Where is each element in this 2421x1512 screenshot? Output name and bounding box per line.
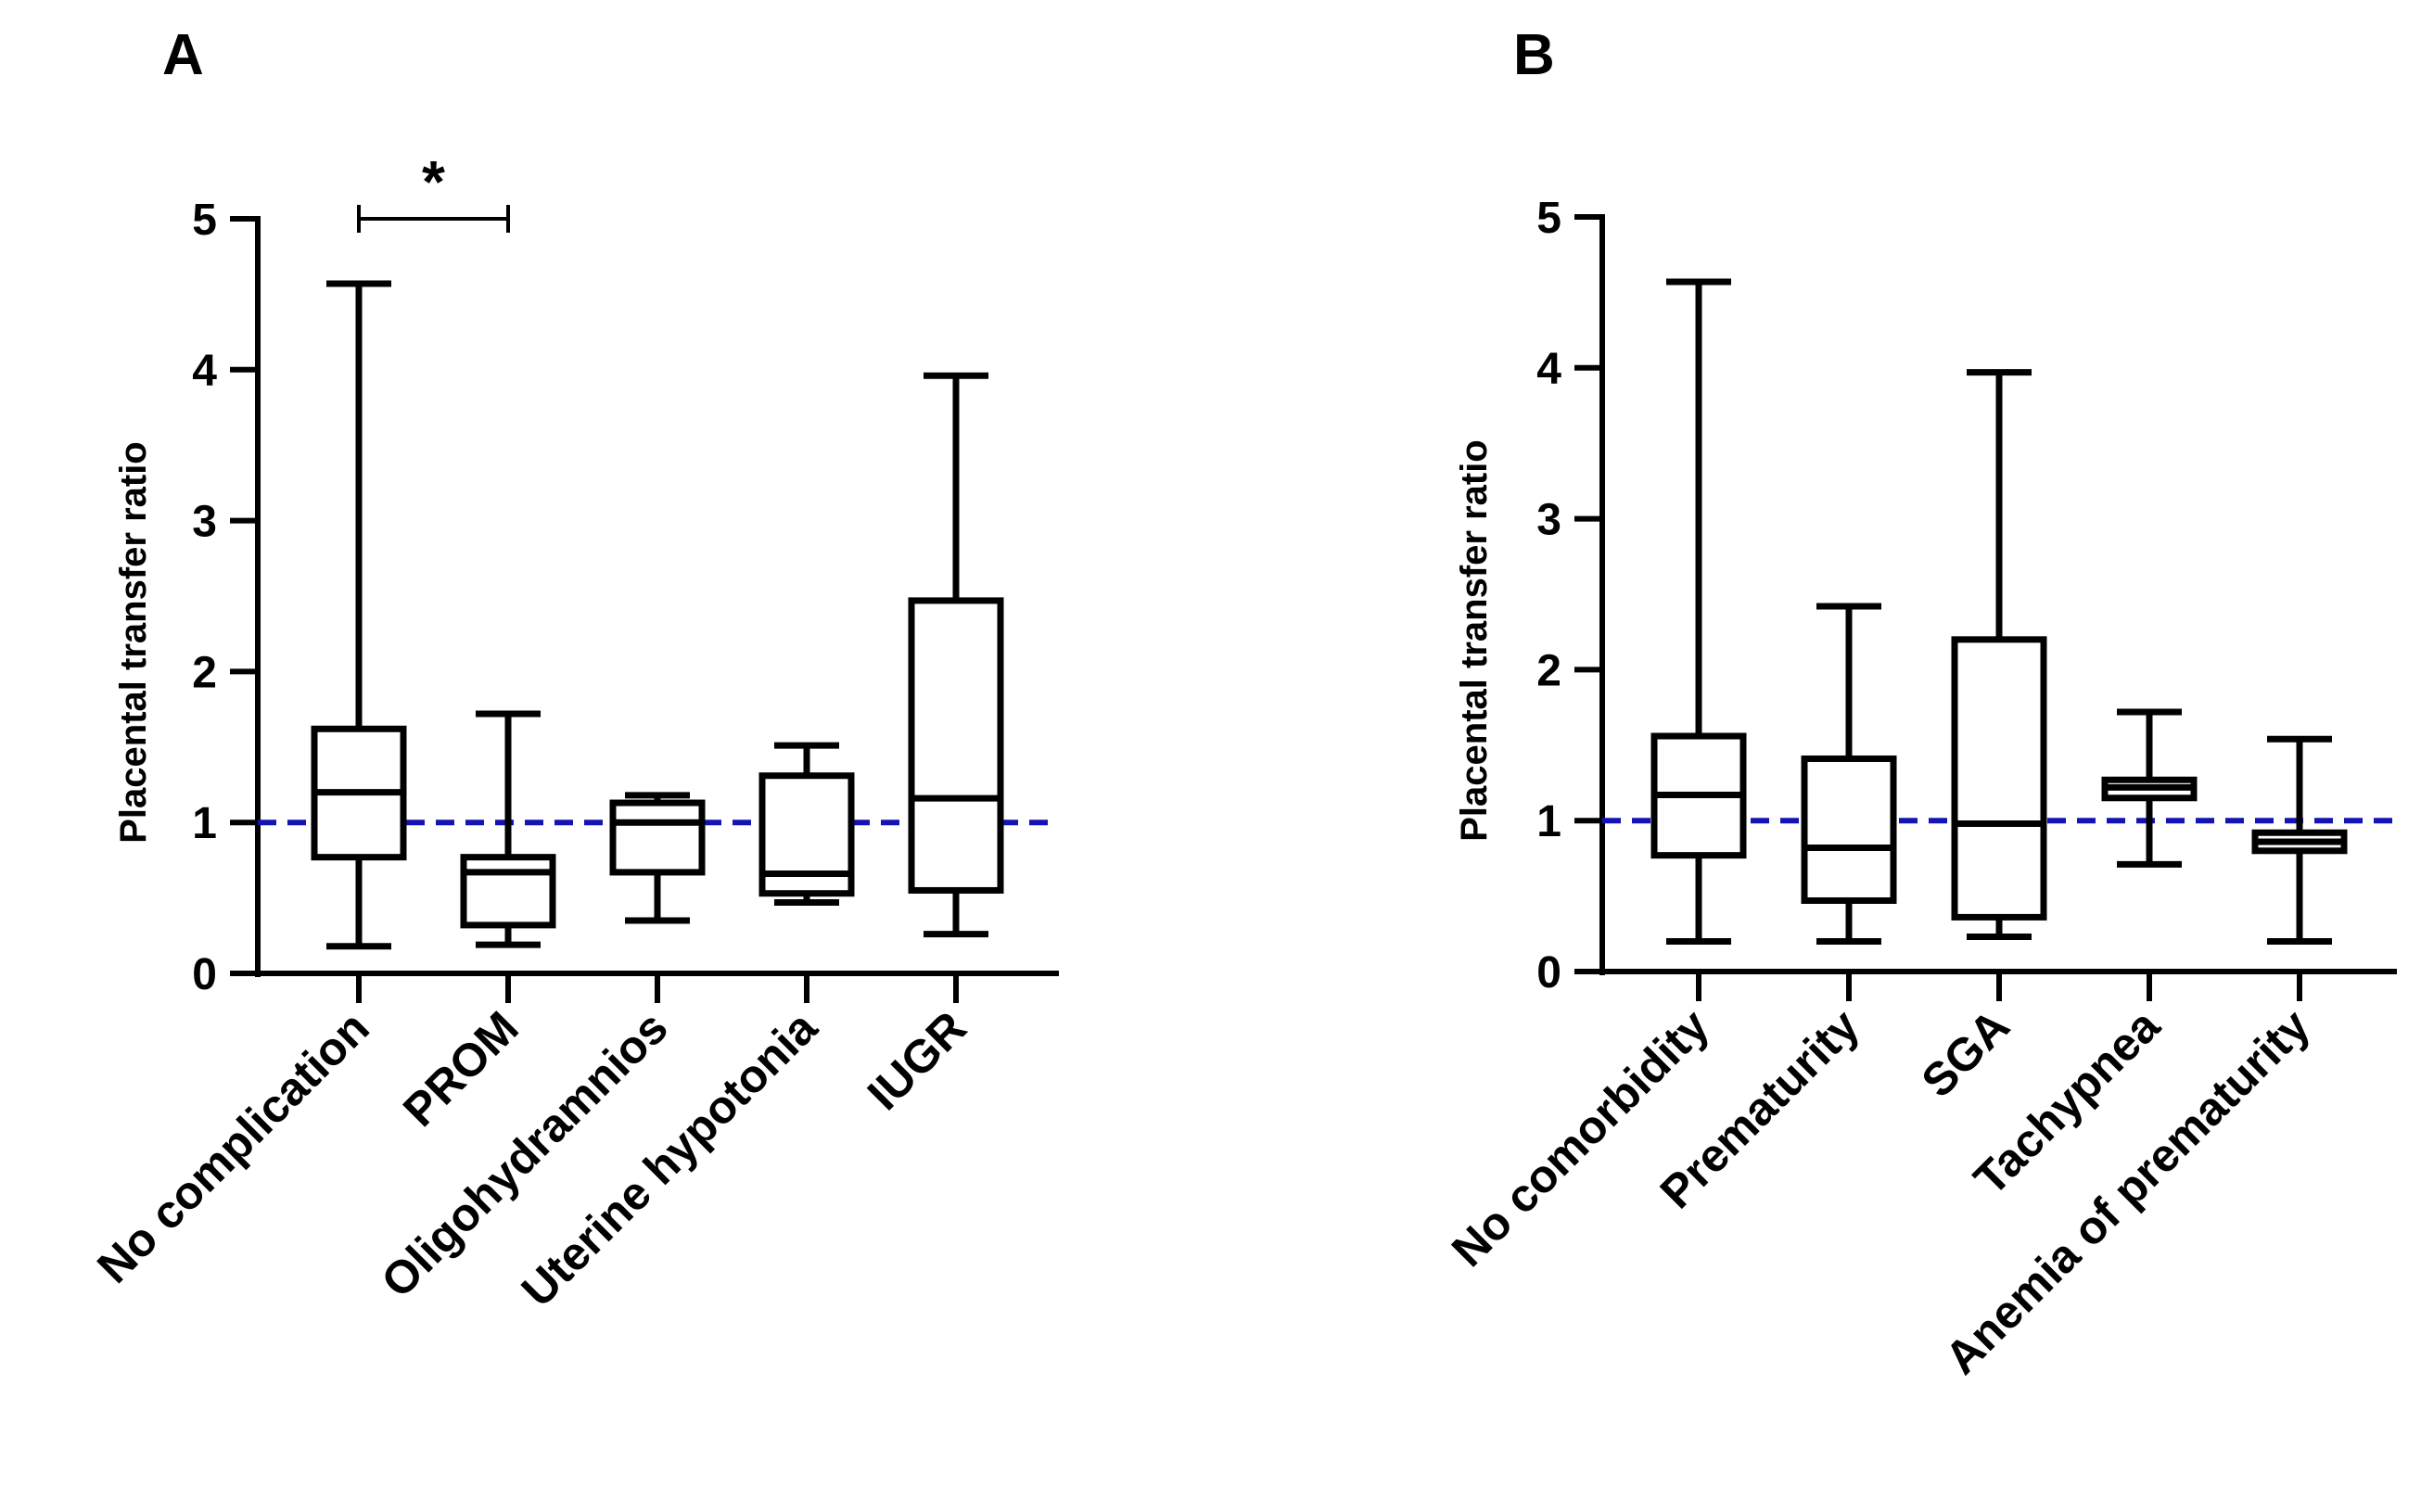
y-tick-label: 3 bbox=[192, 498, 217, 547]
box-plot bbox=[908, 372, 1004, 938]
y-tick-label: 3 bbox=[1536, 496, 1561, 545]
y-axis-title: Placental transfer ratio bbox=[1454, 439, 1495, 842]
box-plot bbox=[1801, 603, 1897, 945]
category-label: PROM bbox=[393, 1001, 529, 1137]
y-tick-label: 2 bbox=[192, 648, 217, 697]
category-label: SGA bbox=[1912, 999, 2020, 1107]
category-label: Oligohydramnios bbox=[371, 1001, 677, 1307]
panel-a: A 0 1 2 3 4 5 Placental transfer ratio No compl… bbox=[87, 23, 1059, 1316]
box-plot bbox=[2101, 708, 2198, 868]
iqr-box bbox=[460, 854, 556, 929]
significance-bracket: * bbox=[357, 148, 510, 233]
y-tick-label: 4 bbox=[192, 347, 217, 396]
y-tick-label: 4 bbox=[1536, 345, 1561, 394]
y-axis-title: Placental transfer ratio bbox=[113, 441, 154, 844]
box-plot bbox=[1951, 369, 2047, 941]
category-label: No complication bbox=[87, 1001, 379, 1293]
y-tick-label: 1 bbox=[1536, 797, 1561, 846]
box-plot bbox=[609, 792, 706, 924]
y-tick-label: 2 bbox=[1536, 646, 1561, 695]
y-tick-label: 1 bbox=[192, 799, 217, 848]
category-label: IUGR bbox=[858, 1001, 976, 1120]
box-plot bbox=[2251, 735, 2348, 945]
category-label: No comorbidity bbox=[1442, 999, 1719, 1277]
box-plot bbox=[460, 710, 556, 948]
iqr-box bbox=[609, 799, 706, 876]
panel-label: B bbox=[1513, 23, 1555, 87]
box-plot bbox=[311, 280, 407, 950]
iqr-box bbox=[1801, 755, 1897, 904]
panel-b: B 0 1 2 3 4 5 Placental transfer ratio No comor… bbox=[1442, 23, 2397, 1384]
y-tick-label: 0 bbox=[1536, 948, 1561, 997]
y-tick-label: 5 bbox=[1536, 194, 1561, 243]
significance-label: * bbox=[422, 148, 445, 215]
category-label: Uterine hypotonia bbox=[512, 1000, 828, 1316]
y-tick-label: 0 bbox=[192, 950, 217, 999]
panel-label: A bbox=[162, 23, 204, 87]
box-plot bbox=[758, 742, 855, 906]
iqr-box bbox=[1951, 636, 2047, 921]
y-tick-label: 5 bbox=[192, 196, 217, 245]
iqr-box bbox=[908, 597, 1004, 894]
box-plot bbox=[1650, 278, 1747, 945]
